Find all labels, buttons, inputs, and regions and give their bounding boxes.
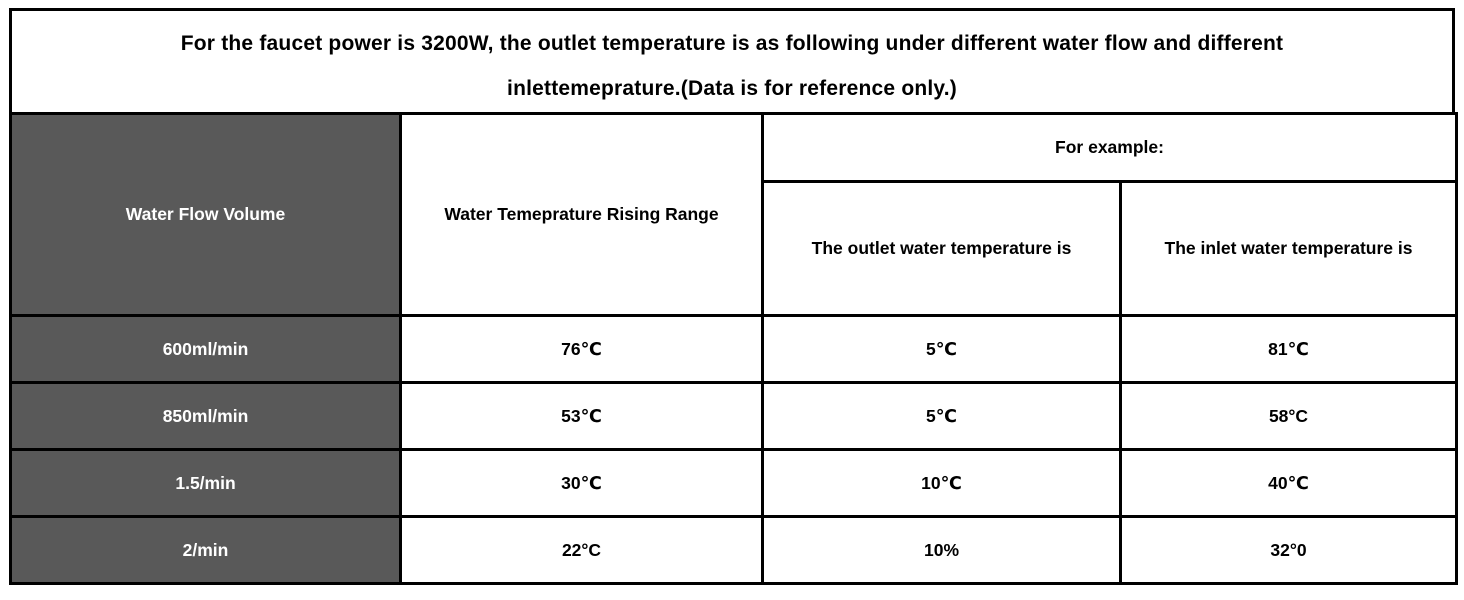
- header-rising-range: Water Temeprature Rising Range: [399, 112, 764, 317]
- inlet-cell: 58°C: [1119, 381, 1458, 451]
- table-caption: For the faucet power is 3200W, the outle…: [9, 8, 1455, 115]
- header-outlet-temperature: The outlet water temperature is: [761, 180, 1122, 317]
- header-row-sub: The outlet water temperature is The inle…: [11, 180, 1458, 317]
- flow-cell: 850ml/min: [9, 381, 402, 451]
- rise-cell: 22°C: [399, 515, 764, 585]
- caption-line-1: For the faucet power is 3200W, the outle…: [180, 32, 1284, 55]
- table-row-850ml-min: 850ml/min 53℃ 5℃ 58°C: [9, 381, 1458, 451]
- table-row-1-5-min: 1.5/min 30℃ 10℃ 40℃: [9, 448, 1458, 518]
- outlet-cell: 5℃: [761, 314, 1122, 384]
- caption-line-2: inlettemeprature.(Data is for reference …: [507, 77, 957, 100]
- header-row-group: Water Flow Volume Water Temeprature Risi…: [9, 112, 1458, 317]
- outlet-cell: 10%: [761, 515, 1122, 585]
- rise-cell: 30℃: [399, 448, 764, 518]
- flow-cell: 600ml/min: [9, 314, 402, 384]
- inlet-cell: 32°0: [1119, 515, 1458, 585]
- inlet-cell: 81℃: [1119, 314, 1458, 384]
- header-water-flow-volume: Water Flow Volume: [9, 112, 402, 317]
- table-row-2-min: 2/min 22°C 10% 32°0: [9, 515, 1458, 585]
- table-row-600ml-min: 600ml/min 76℃ 5℃ 81℃: [9, 314, 1458, 384]
- temperature-table: Water Flow Volume Water Temeprature Risi…: [9, 112, 1458, 585]
- inlet-cell: 40℃: [1119, 448, 1458, 518]
- rise-cell: 76℃: [399, 314, 764, 384]
- rise-cell: 53℃: [399, 381, 764, 451]
- header-for-example: For example:: [761, 112, 1458, 183]
- outlet-cell: 10℃: [761, 448, 1122, 518]
- flow-cell: 2/min: [9, 515, 402, 585]
- content-frame: For the faucet power is 3200W, the outle…: [9, 8, 1458, 585]
- outlet-cell: 5℃: [761, 381, 1122, 451]
- header-inlet-temperature: The inlet water temperature is: [1119, 180, 1458, 317]
- flow-cell: 1.5/min: [9, 448, 402, 518]
